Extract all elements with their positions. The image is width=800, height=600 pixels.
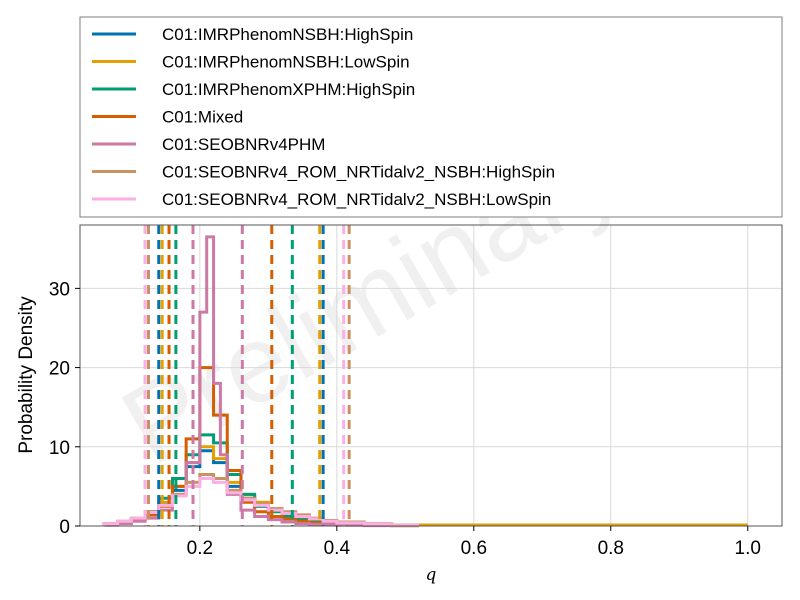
x-axis-ticks: 0.2 0.4 0.6 0.8 1.0 (187, 526, 761, 559)
legend-label: C01:IMRPhenomNSBH:LowSpin (162, 53, 410, 72)
legend-label: C01:SEOBNRv4_ROM_NRTidalv2_NSBH:HighSpin (162, 163, 555, 182)
y-axis-ticks: 0 10 20 30 (49, 279, 80, 538)
y-tick-label: 20 (49, 359, 70, 380)
legend-frame (79, 16, 783, 218)
x-tick-label: 0.4 (324, 538, 351, 559)
legend-label: C01:IMRPhenomNSBH:HighSpin (162, 25, 413, 44)
y-axis-label: Probability Density (16, 296, 37, 454)
legend-label: C01:IMRPhenomXPHM:HighSpin (162, 80, 415, 99)
x-tick-label: 1.0 (735, 538, 761, 559)
y-tick-label: 0 (59, 517, 70, 538)
y-tick-label: 10 (49, 438, 70, 459)
x-tick-label: 0.2 (187, 538, 213, 559)
plot-frame (79, 224, 783, 527)
x-tick-label: 0.6 (461, 538, 487, 559)
legend-label: C01:SEOBNRv4PHM (162, 135, 325, 154)
credible-interval-lines (143, 225, 351, 526)
legend: C01:IMRPhenomNSBH:HighSpin C01:IMRPhenomN… (79, 16, 783, 218)
legend-label: C01:Mixed (162, 108, 243, 127)
x-axis-label: q (426, 565, 437, 585)
legend-label: C01:SEOBNRv4_ROM_NRTidalv2_NSBH:LowSpin (162, 190, 551, 209)
y-tick-label: 30 (49, 279, 70, 300)
x-tick-label: 0.8 (598, 538, 624, 559)
